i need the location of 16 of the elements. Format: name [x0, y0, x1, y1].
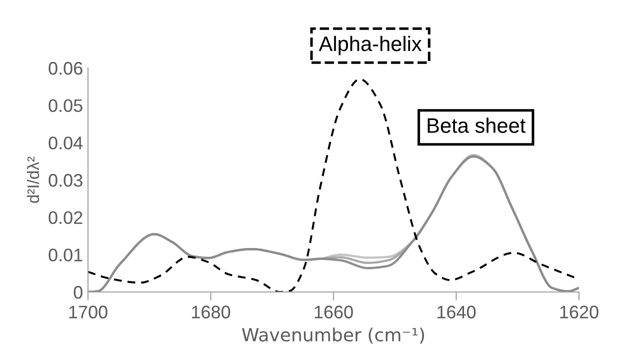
- x-tick-label: 1660: [314, 306, 353, 318]
- annotation: Beta sheet: [428, 118, 526, 133]
- x-axis-title: Wavenumber (cm⁻¹): [242, 328, 424, 344]
- x-tick-label: 1640: [438, 306, 476, 318]
- text: Alpha-helix: [318, 36, 422, 56]
- x-tick-label: 1680: [192, 306, 230, 318]
- y-tick-label: 0.06: [48, 62, 82, 75]
- y-tick-label: 0.05: [48, 99, 82, 112]
- x-tick-label: 1700: [69, 306, 108, 318]
- y-tick-label: 0.02: [48, 211, 82, 224]
- y-tick-label: 0: [74, 286, 82, 299]
- y-tick-label: 0.01: [48, 248, 82, 262]
- y-tick-label: 0.04: [48, 136, 83, 150]
- x-tick-label: 1620: [560, 306, 598, 318]
- y-axis-title: d²I/dλ²: [26, 156, 40, 203]
- y-tick-label: 0.03: [48, 174, 82, 187]
